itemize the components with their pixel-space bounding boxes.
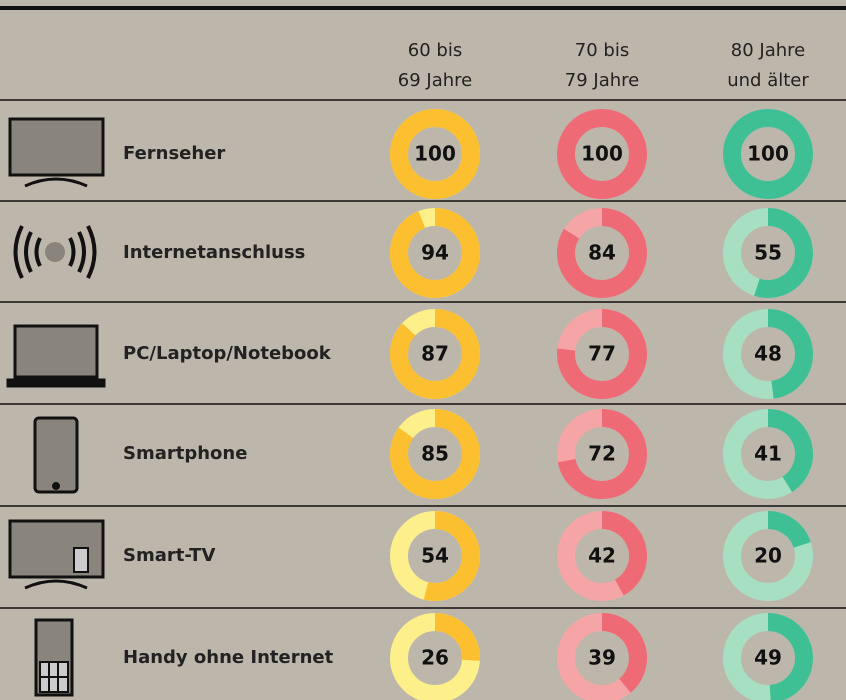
donut-arc — [390, 109, 480, 199]
value-label: 20 — [754, 544, 782, 568]
donut-arc — [767, 511, 811, 549]
row-label: Handy ohne Internet — [123, 647, 334, 668]
value-label: 41 — [754, 442, 782, 466]
value-label: 39 — [588, 646, 616, 670]
value-label: 54 — [421, 544, 449, 568]
value-label: 55 — [754, 241, 782, 265]
value-label: 87 — [421, 342, 449, 366]
donut-arc — [767, 309, 813, 399]
donut-arc — [557, 309, 647, 399]
donut-arc — [557, 208, 647, 298]
value-label: 26 — [421, 646, 449, 670]
donut-arc — [723, 109, 813, 199]
icons — [6, 117, 106, 697]
donut-arc — [390, 208, 480, 298]
value-label: 94 — [421, 241, 449, 265]
value-label: 42 — [588, 544, 616, 568]
row-label: PC/Laptop/Notebook — [123, 343, 332, 364]
donut-arc — [423, 511, 480, 601]
column-header: 60 bis 69 Jahre — [397, 40, 473, 91]
donut-arc — [434, 613, 480, 661]
row-label: Internetanschluss — [123, 242, 305, 263]
value-label: 100 — [581, 142, 623, 166]
donut-arc — [390, 309, 480, 399]
value-label: 49 — [754, 646, 782, 670]
donut-arc — [601, 613, 647, 693]
value-label: 100 — [747, 142, 789, 166]
donut-arc — [557, 109, 647, 199]
value-label: 48 — [754, 342, 782, 366]
value-label: 72 — [588, 442, 616, 466]
column-header: 80 Jahre und älter — [727, 40, 809, 91]
donut-arc — [601, 511, 647, 596]
row-label: Smart-TV — [123, 545, 215, 566]
donut-arc — [557, 409, 647, 499]
donut-arc — [767, 409, 813, 492]
donut-arc — [767, 613, 813, 700]
top-rule — [0, 6, 846, 10]
donut-arc — [390, 409, 480, 499]
value-label: 85 — [421, 442, 449, 466]
value-label: 77 — [588, 342, 616, 366]
row-label: Fernseher — [123, 143, 225, 164]
row-label: Smartphone — [123, 443, 247, 464]
donut-arc — [754, 208, 813, 298]
value-label: 84 — [588, 241, 616, 265]
value-label: 100 — [414, 142, 456, 166]
column-header: 70 bis 79 Jahre — [564, 40, 640, 91]
